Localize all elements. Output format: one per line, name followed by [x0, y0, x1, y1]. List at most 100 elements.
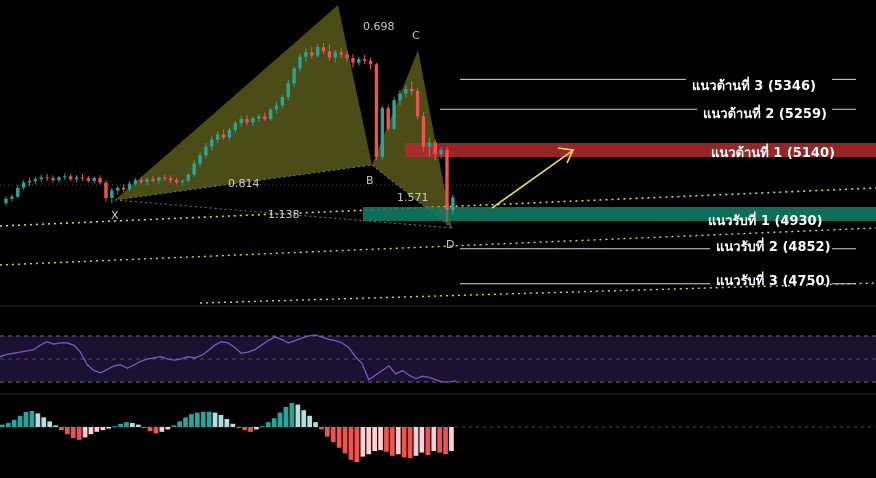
- point-label-d: D: [446, 238, 454, 251]
- candle-body: [292, 68, 296, 84]
- candle-body: [27, 180, 32, 183]
- candle-body: [351, 58, 355, 63]
- candle-body: [121, 187, 126, 190]
- candle-body: [286, 83, 290, 97]
- candle-body: [86, 178, 91, 181]
- candle-body: [210, 139, 214, 147]
- candle-body: [39, 177, 43, 180]
- candle-body: [404, 88, 408, 94]
- macd-bar: [165, 427, 171, 430]
- level-label-s1: แนวรับที่ 1 (4930): [708, 211, 823, 229]
- candle-body: [386, 108, 390, 129]
- macd-bar: [271, 418, 277, 427]
- macd-bar: [443, 427, 448, 455]
- macd-bar: [301, 410, 307, 427]
- macd-bar: [254, 427, 259, 430]
- macd-bar: [236, 427, 242, 428]
- candle-body: [368, 60, 373, 65]
- macd-bar: [313, 422, 318, 427]
- macd-bar: [171, 425, 177, 427]
- candle-body: [157, 177, 161, 181]
- macd-bar: [330, 427, 336, 443]
- harmonic-bd-line: [371, 164, 453, 229]
- resistance-zone-1[interactable]: [405, 143, 876, 157]
- candle-body: [221, 134, 226, 138]
- candle-body: [304, 52, 308, 57]
- candle-body: [415, 91, 420, 117]
- fib-ratio-1571: 1.571: [397, 191, 429, 204]
- candle-body: [445, 150, 449, 210]
- level-label-r3: แนวต้านที่ 3 (5346): [692, 76, 816, 94]
- candle-body: [145, 179, 149, 182]
- macd-bar: [413, 427, 419, 456]
- candle-body: [92, 178, 96, 181]
- candle-body: [327, 51, 332, 58]
- macd-bar: [88, 427, 94, 435]
- macd-bar: [325, 427, 330, 437]
- candle-body: [139, 180, 143, 182]
- candle-body: [421, 116, 426, 147]
- macd-bar: [124, 422, 129, 427]
- macd-bar: [141, 427, 147, 428]
- macd-bar: [206, 411, 212, 427]
- macd-bar: [372, 427, 377, 451]
- macd-bar: [47, 421, 52, 427]
- candle-body: [362, 59, 367, 61]
- macd-bar: [65, 427, 70, 435]
- candle-body: [357, 59, 361, 63]
- level-label-r1: แนวต้านที่ 1 (5140): [711, 143, 835, 161]
- candle-body: [380, 108, 385, 157]
- macd-bar: [106, 427, 112, 429]
- macd-bar: [260, 426, 265, 428]
- macd-bar: [82, 427, 88, 438]
- candle-body: [151, 179, 155, 181]
- candle-body: [57, 177, 61, 181]
- candle-body: [21, 182, 26, 188]
- candle-body: [80, 177, 85, 179]
- macd-bar: [336, 427, 342, 448]
- macd-bar: [419, 427, 425, 453]
- candle-body: [186, 174, 190, 181]
- level-label-r2: แนวต้านที่ 2 (5259): [703, 104, 827, 122]
- macd-bar: [53, 425, 58, 427]
- level-label-s3: แนวรับที่ 3 (4750): [716, 271, 831, 289]
- candle-body: [174, 180, 179, 183]
- macd-bar: [0, 424, 5, 427]
- candle-body: [251, 118, 255, 123]
- candle-body: [33, 179, 38, 181]
- candle-body: [257, 116, 261, 119]
- macd-bar: [147, 427, 153, 431]
- candle-body: [63, 176, 67, 178]
- point-label-a: 0.698: [363, 20, 395, 33]
- macd-bar: [5, 423, 11, 427]
- candle-body: [110, 190, 114, 198]
- macd-bar: [200, 411, 206, 427]
- macd-bar: [295, 404, 301, 427]
- macd-bar: [277, 412, 283, 427]
- candle-body: [451, 197, 455, 210]
- point-label-b: B: [366, 174, 374, 187]
- candle-body: [268, 109, 273, 120]
- macd-bar: [378, 427, 383, 451]
- macd-bar: [348, 427, 354, 460]
- point-label-x: X: [111, 209, 119, 222]
- candle-body: [298, 56, 302, 69]
- macd-bar: [195, 412, 200, 427]
- fib-ratio-0814: 0.814: [228, 177, 260, 190]
- support-zone-1[interactable]: [363, 207, 876, 221]
- macd-bar: [112, 426, 117, 428]
- macd-bar: [407, 427, 413, 459]
- macd-bar: [153, 427, 159, 434]
- harmonic-triangle-bcd: [372, 50, 452, 228]
- macd-bar: [11, 419, 17, 427]
- macd-bar: [319, 427, 324, 430]
- macd-bar: [35, 413, 41, 427]
- level-label-s2: แนวรับที่ 2 (4852): [716, 237, 831, 255]
- candle-body: [98, 178, 102, 183]
- candle-body: [310, 52, 314, 56]
- macd-bar: [189, 414, 194, 427]
- harmonic-xd-line: [114, 199, 453, 229]
- harmonic-xb-line: [114, 164, 373, 201]
- macd-bar: [431, 427, 437, 451]
